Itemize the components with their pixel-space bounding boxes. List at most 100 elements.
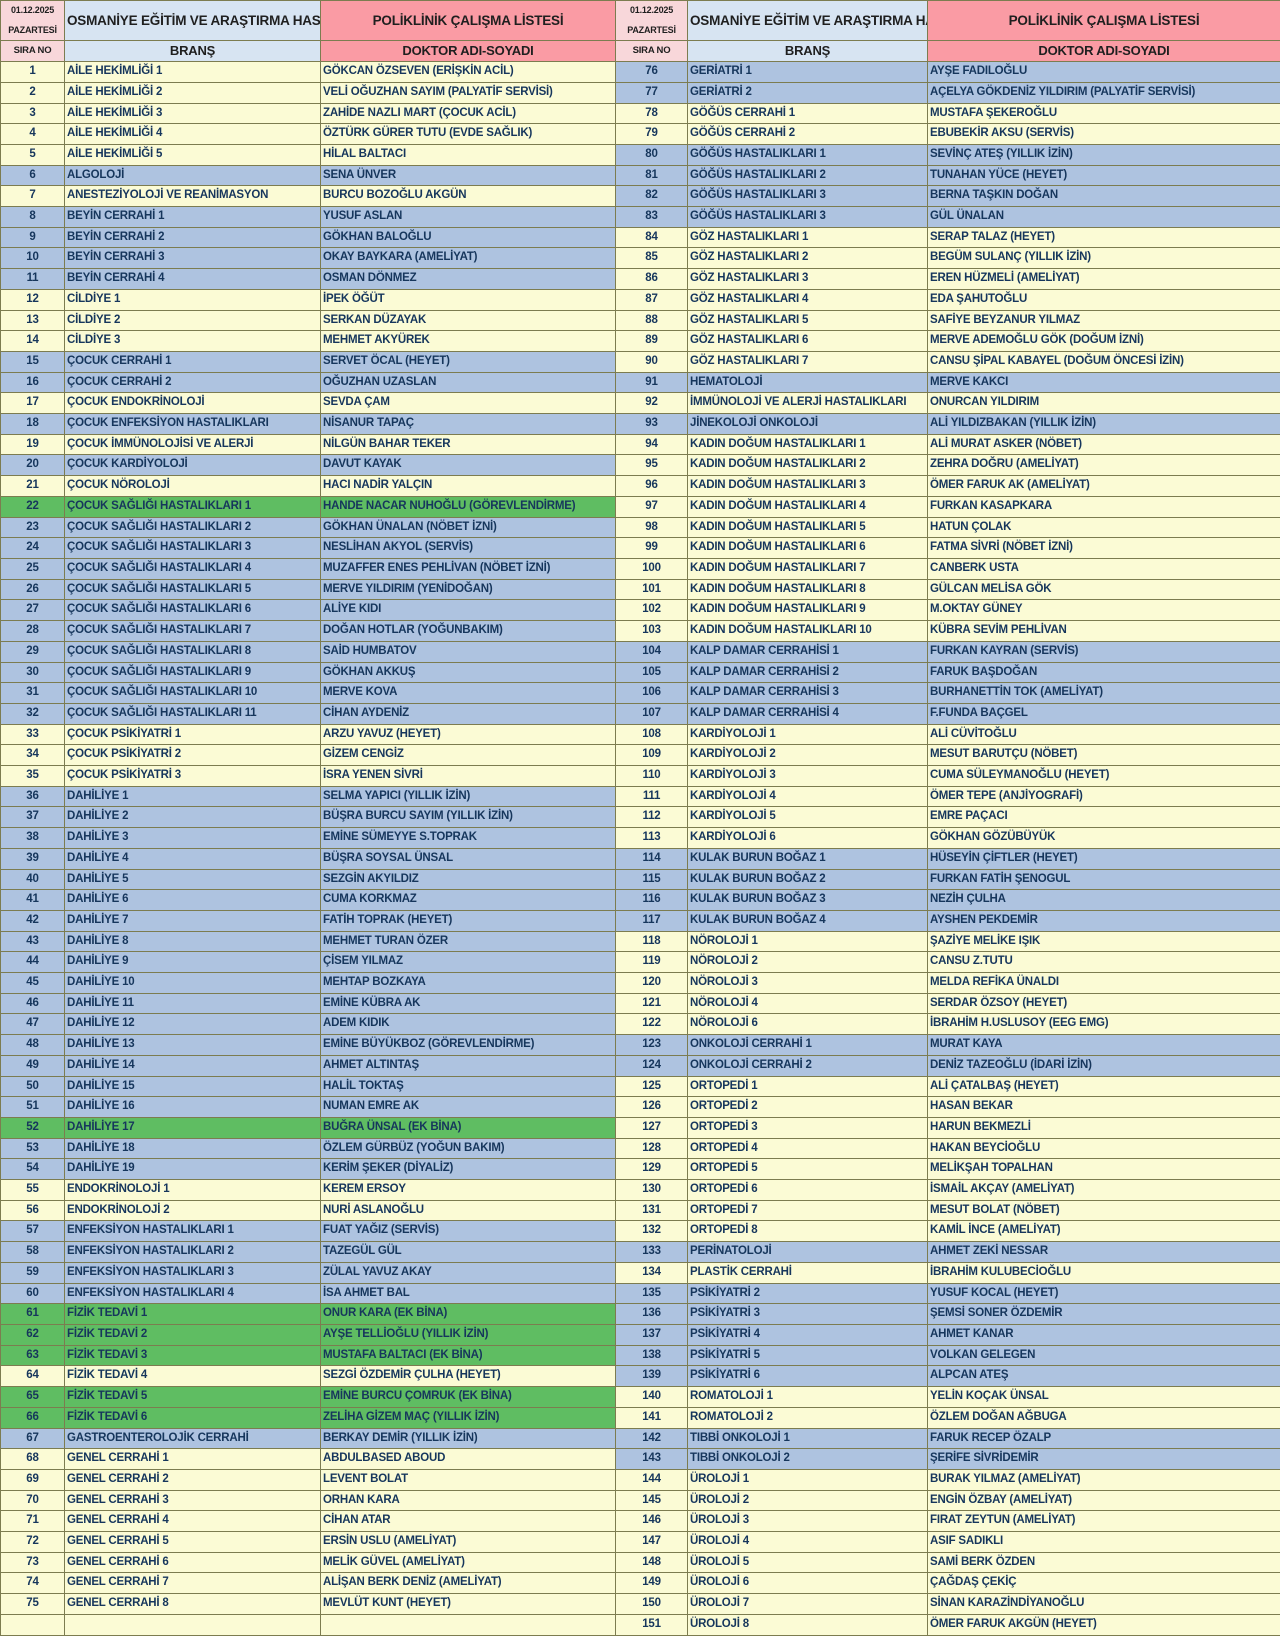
row-number-right: 121 (615, 992, 688, 1015)
row-number-right: 112 (615, 806, 688, 829)
doctor-name-left: MEVLÜT KUNT (HEYET) (320, 1593, 616, 1615)
row-number-left: 43 (0, 930, 65, 953)
branch-name-left: GENEL CERRAHİ 2 (64, 1468, 321, 1491)
branch-name-left: ENFEKSİYON HASTALIKLARI 2 (64, 1241, 321, 1263)
table-row: 54 DAHİLİYE 19 KERİM ŞEKER (DİYALİZ) 129 ORT… (0, 1158, 1280, 1181)
branch-name-left: ENFEKSİYON HASTALIKLARI 1 (64, 1220, 321, 1243)
branch-name-right: GERİATRİ 2 (687, 81, 928, 104)
row-number-right: 133 (615, 1241, 688, 1263)
doctor-name-right: FURKAN KASAPKARA (927, 495, 1280, 518)
branch-name-left: ENFEKSİYON HASTALIKLARI 4 (64, 1282, 321, 1305)
row-number-left: 49 (0, 1054, 65, 1077)
branch-name-left: DAHİLİYE 1 (64, 785, 321, 808)
branch-name-left: ÇOCUK SAĞLIĞI HASTALIKLARI 7 (64, 620, 321, 642)
doctor-name-right: ÖMER FARUK AK (AMELİYAT) (927, 475, 1280, 497)
branch-name-left: FİZİK TEDAVİ 4 (64, 1365, 321, 1388)
doctor-name-right: EMRE PAÇACI (927, 806, 1280, 829)
doctor-name-left: ORHAN KARA (320, 1489, 616, 1512)
row-number-right: 78 (615, 102, 688, 125)
row-number-right: 131 (615, 1199, 688, 1222)
branch-name-right: KADIN DOĞUM HASTALIKLARI 2 (687, 454, 928, 477)
table-row: 15 ÇOCUK CERRAHİ 1 SERVET ÖCAL (HEYET) 90 GÖ… (0, 350, 1280, 373)
doctor-name-left (320, 1613, 616, 1636)
branch-name-left: CİLDİYE 1 (64, 288, 321, 311)
table-row: 73 GENEL CERRAHİ 6 MELİK GÜVEL (AMELİYAT) 1… (0, 1551, 1280, 1574)
branch-name-left: AİLE HEKİMLİĞİ 5 (64, 143, 321, 166)
row-number-right: 118 (615, 930, 688, 953)
doctor-name-left: GÖKHAN BALOĞLU (320, 226, 616, 249)
doctor-name-right: ASIF SADIKLI (927, 1531, 1280, 1553)
row-number-left: 17 (0, 392, 65, 415)
doctor-name-right: İBRAHİM H.USLUSOY (EEG EMG) (927, 1013, 1280, 1036)
branch-name-left: ÇOCUK NÖROLOJİ (64, 475, 321, 497)
table-row: 40 DAHİLİYE 5 SEZGİN AKYILDIZ 115 KULAK BURU… (0, 868, 1280, 891)
branch-name-right: KADIN DOĞUM HASTALIKLARI 4 (687, 495, 928, 518)
branch-name-left: ENDOKRİNOLOJİ 2 (64, 1199, 321, 1222)
row-number-left: 37 (0, 806, 65, 829)
branch-name-right: GERİATRİ 1 (687, 61, 928, 83)
branch-name-right: ÜROLOJİ 2 (687, 1489, 928, 1512)
row-number-left: 23 (0, 516, 65, 539)
doctor-name-left: BURCU BOZOĞLU AKGÜN (320, 185, 616, 208)
doctor-name-right: EBUBEKİR AKSU (SERVİS) (927, 123, 1280, 145)
branch-name-right: KALP DAMAR CERRAHİSİ 3 (687, 682, 928, 704)
table-row: 10 BEYİN CERRAHİ 3 OKAY BAYKARA (AMELİYAT)… (0, 247, 1280, 270)
row-number-left: 30 (0, 661, 65, 684)
doctor-name-left: GÖKHAN AKKUŞ (320, 661, 616, 684)
table-row: 49 DAHİLİYE 14 AHMET ALTINTAŞ 124 ONKOLOJİ C… (0, 1054, 1280, 1077)
doctor-name-left: SAİD HUMBATOV (320, 640, 616, 663)
doctor-name-right: ŞEMSİ SONER ÖZDEMİR (927, 1303, 1280, 1325)
row-number-right: 108 (615, 723, 688, 746)
row-number-left: 15 (0, 350, 65, 373)
branch-name-left: ÇOCUK İMMÜNOLOJİSİ VE ALERJİ (64, 433, 321, 456)
doctor-name-left: İSRA YENEN SİVRİ (320, 765, 616, 787)
row-number-right: 96 (615, 475, 688, 497)
table-row: 31 ÇOCUK SAĞLIĞI HASTALIKLARI 10 MERVE KOV… (0, 682, 1280, 704)
branch-name-right: NÖROLOJİ 6 (687, 1013, 928, 1036)
branch-name-right: ÜROLOJİ 8 (687, 1613, 928, 1636)
branch-name-left: DAHİLİYE 8 (64, 930, 321, 953)
row-number-right: 142 (615, 1427, 688, 1450)
table-row: 43 DAHİLİYE 8 MEHMET TURAN ÖZER 118 NÖROLOJİ… (0, 930, 1280, 953)
table-row: 67 GASTROENTEROLOJİK CERRAHİ BERKAY DEMİR … (0, 1427, 1280, 1450)
row-number-left: 61 (0, 1303, 65, 1325)
branch-name-right: KULAK BURUN BOĞAZ 3 (687, 889, 928, 911)
row-number-left: 11 (0, 268, 65, 290)
doctor-name-right: ÖMER TEPE (ANJİYOGRAFİ) (927, 785, 1280, 808)
doctor-name-left: KERİM ŞEKER (DİYALİZ) (320, 1158, 616, 1181)
doctor-name-left: BÜŞRA SOYSAL ÜNSAL (320, 847, 616, 870)
branch-name-left: BEYİN CERRAHİ 2 (64, 226, 321, 249)
table-row: 50 DAHİLİYE 15 HALİL TOKTAŞ 125 ORTOPEDİ 1 AL… (0, 1075, 1280, 1098)
table-row: 57 ENFEKSİYON HASTALIKLARI 1 FUAT YAĞIZ (S… (0, 1220, 1280, 1243)
doctor-name-left: SERKAN DÜZAYAK (320, 309, 616, 332)
branch-name-right: GÖZ HASTALIKLARI 5 (687, 309, 928, 332)
doctor-name-right: ALİ ÇATALBAŞ (HEYET) (927, 1075, 1280, 1098)
branch-name-left: BEYİN CERRAHİ 3 (64, 247, 321, 270)
row-number-right: 150 (615, 1593, 688, 1615)
doctor-name-left: HALİL TOKTAŞ (320, 1075, 616, 1098)
row-number-right: 151 (615, 1613, 688, 1636)
branch-name-left: ÇOCUK PSİKİYATRİ 2 (64, 744, 321, 767)
doctor-name-right: MELİKŞAH TOPALHAN (927, 1158, 1280, 1181)
table-row: 14 CİLDİYE 3 MEHMET AKYÜREK 89 GÖZ HASTALIKL… (0, 330, 1280, 352)
branch-name-left: DAHİLİYE 4 (64, 847, 321, 870)
doctor-name-left: SEZGİ ÖZDEMİR ÇULHA (HEYET) (320, 1365, 616, 1388)
doctor-name-left: MERVE KOVA (320, 682, 616, 704)
doctor-name-left: GÖKCAN ÖZSEVEN (ERİŞKİN ACİL) (320, 61, 616, 83)
row-number-left: 63 (0, 1344, 65, 1367)
row-number-left: 68 (0, 1448, 65, 1470)
branch-name-left: ÇOCUK PSİKİYATRİ 3 (64, 765, 321, 787)
table-row: 1 AİLE HEKİMLİĞİ 1 GÖKCAN ÖZSEVEN (ERİŞKİN… (0, 61, 1280, 83)
table-row: 36 DAHİLİYE 1 SELMA YAPICI (YILLIK İZİN) 11… (0, 785, 1280, 808)
branch-name-left: DAHİLİYE 13 (64, 1034, 321, 1056)
doctor-name-right: ŞERİFE SİVRİDEMİR (927, 1448, 1280, 1470)
table-row: 72 GENEL CERRAHİ 5 ERSİN USLU (AMELİYAT) 14… (0, 1531, 1280, 1553)
row-number-left: 25 (0, 557, 65, 580)
doctor-name-left: SELMA YAPICI (YILLIK İZİN) (320, 785, 616, 808)
row-number-left: 62 (0, 1324, 65, 1346)
branch-name-left: DAHİLİYE 7 (64, 909, 321, 932)
doctor-name-right: NEZİH ÇULHA (927, 889, 1280, 911)
row-number-left: 57 (0, 1220, 65, 1243)
